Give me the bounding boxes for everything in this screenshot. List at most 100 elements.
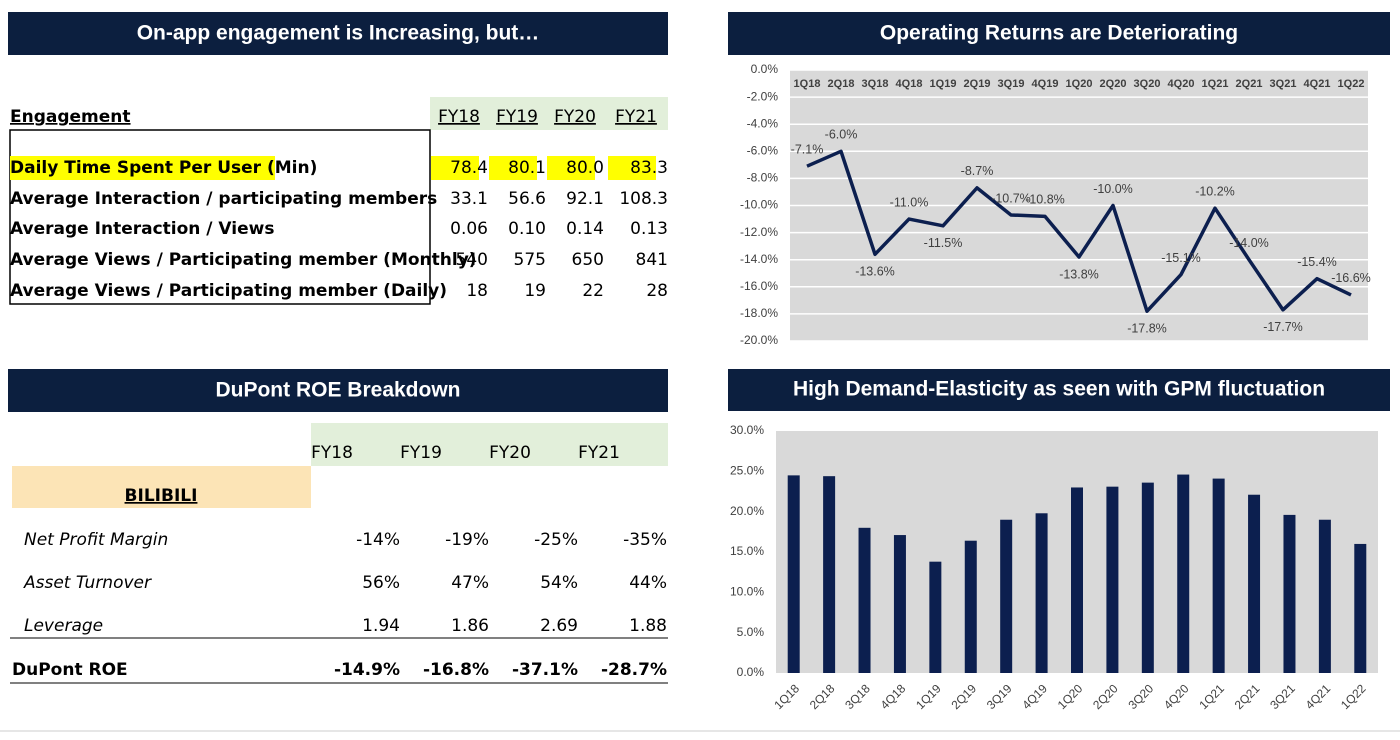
bar <box>1177 474 1190 673</box>
highlight <box>10 156 275 180</box>
panel-title: Operating Returns are Deteriorating <box>880 22 1238 45</box>
panel-title: On-app engagement is Increasing, but… <box>137 22 540 45</box>
y-tick-label: 5.0% <box>737 625 765 639</box>
cell-value: 18 <box>466 281 488 301</box>
panel-title: DuPont ROE Breakdown <box>215 379 460 402</box>
table-header: FY20 <box>489 443 531 463</box>
x-tick-label: 2Q21 <box>1232 681 1263 712</box>
table-header: FY19 <box>400 443 442 463</box>
cell-value: 80.1 <box>508 158 546 178</box>
table-header: FY18 <box>311 443 353 463</box>
cell-value: 80.0 <box>566 158 604 178</box>
cell-value: 47% <box>451 573 489 593</box>
bar <box>929 561 942 673</box>
cell-value: -25% <box>534 530 578 550</box>
table-header: Engagement <box>10 107 131 127</box>
total-value: -37.1% <box>512 660 578 680</box>
total-value: -28.7% <box>601 660 667 680</box>
y-tick-label: -10.0% <box>740 198 778 212</box>
total-value: -16.8% <box>423 660 489 680</box>
cell-value: 0.06 <box>450 219 488 239</box>
cell-value: 92.1 <box>566 189 604 209</box>
line-series <box>806 149 1352 313</box>
row-label: Asset Turnover <box>23 573 152 593</box>
x-tick-label: 3Q21 <box>1267 681 1298 712</box>
x-tick-label: 2Q20 <box>1090 681 1121 712</box>
x-tick-label: 1Q22 <box>1338 681 1369 712</box>
cell-value: 83.3 <box>630 158 668 178</box>
table-header: FY20 <box>554 107 596 127</box>
y-tick-label: 30.0% <box>730 423 764 437</box>
y-tick-label: -14.0% <box>740 252 778 266</box>
row-label: Daily Time Spent Per User (Min) <box>10 158 317 178</box>
data-label: -15.4% <box>1297 255 1337 269</box>
x-tick-label: 2Q18 <box>807 681 838 712</box>
bar <box>1035 513 1048 673</box>
x-tick-label: 1Q21 <box>1202 78 1229 90</box>
row-label: Net Profit Margin <box>24 530 168 550</box>
x-tick-label: 3Q18 <box>842 681 873 712</box>
y-tick-label: -8.0% <box>747 171 779 185</box>
x-tick-label: 3Q21 <box>1270 78 1297 90</box>
bar <box>787 475 800 673</box>
row-label: Average Views / Participating member (Da… <box>10 281 447 301</box>
x-tick-label: 2Q19 <box>948 681 979 712</box>
panel-title: High Demand-Elasticity as seen with GPM … <box>793 378 1325 401</box>
x-tick-label: 2Q21 <box>1236 78 1263 90</box>
bar <box>1212 478 1225 673</box>
company-label: BILIBILI <box>125 486 198 506</box>
bar <box>1318 519 1331 673</box>
x-tick-label: 1Q19 <box>930 78 957 90</box>
cell-value: 56% <box>362 573 400 593</box>
x-tick-label: 1Q18 <box>771 681 802 712</box>
x-tick-label: 1Q22 <box>1338 78 1365 90</box>
table-border <box>9 129 431 305</box>
x-tick-label: 4Q18 <box>878 681 909 712</box>
data-label: -7.1% <box>791 143 824 157</box>
bar <box>964 540 977 673</box>
data-label: -10.8% <box>1025 193 1065 207</box>
bar <box>1106 486 1119 673</box>
bar <box>858 527 871 673</box>
header-bar <box>728 12 1390 55</box>
row-label: Average Views / Participating member (Mo… <box>10 250 477 270</box>
highlight <box>489 156 537 180</box>
highlight <box>608 156 656 180</box>
cell-value: 19 <box>524 281 546 301</box>
cell-value: 2.69 <box>540 616 578 636</box>
y-tick-label: -12.0% <box>740 225 778 239</box>
table-header: FY21 <box>615 107 657 127</box>
y-tick-label: 25.0% <box>730 464 764 478</box>
x-tick-label: 1Q18 <box>794 78 821 90</box>
bar <box>893 535 906 673</box>
data-label: -13.8% <box>1059 267 1099 281</box>
data-label: -11.5% <box>924 236 963 250</box>
data-label: -15.1% <box>1161 251 1201 265</box>
bar <box>1248 494 1261 673</box>
cell-value: 1.94 <box>362 616 400 636</box>
x-tick-label: 3Q19 <box>984 681 1015 712</box>
x-tick-label: 2Q20 <box>1100 78 1127 90</box>
cell-value: 0.13 <box>630 219 668 239</box>
y-tick-label: -18.0% <box>740 306 778 320</box>
data-label: -14.0% <box>1229 236 1269 250</box>
cell-value: -35% <box>623 530 667 550</box>
data-label: -11.0% <box>890 195 929 209</box>
row-label: Average Interaction / Views <box>10 219 274 239</box>
x-tick-label: 4Q19 <box>1032 78 1059 90</box>
cell-value: 22 <box>582 281 604 301</box>
cell-value: 0.10 <box>508 219 546 239</box>
cell-value: 540 <box>456 250 488 270</box>
x-tick-label: 4Q18 <box>896 78 923 90</box>
cell-value: 0.14 <box>566 219 604 239</box>
y-tick-label: -6.0% <box>747 143 779 157</box>
y-tick-label: 0.0% <box>751 62 779 76</box>
bar <box>823 476 836 673</box>
cell-value: 575 <box>514 250 546 270</box>
cell-value: 650 <box>572 250 604 270</box>
table-header: FY19 <box>496 107 538 127</box>
table-header: FY18 <box>438 107 480 127</box>
cell-value: 28 <box>646 281 668 301</box>
header-bar <box>8 12 668 55</box>
